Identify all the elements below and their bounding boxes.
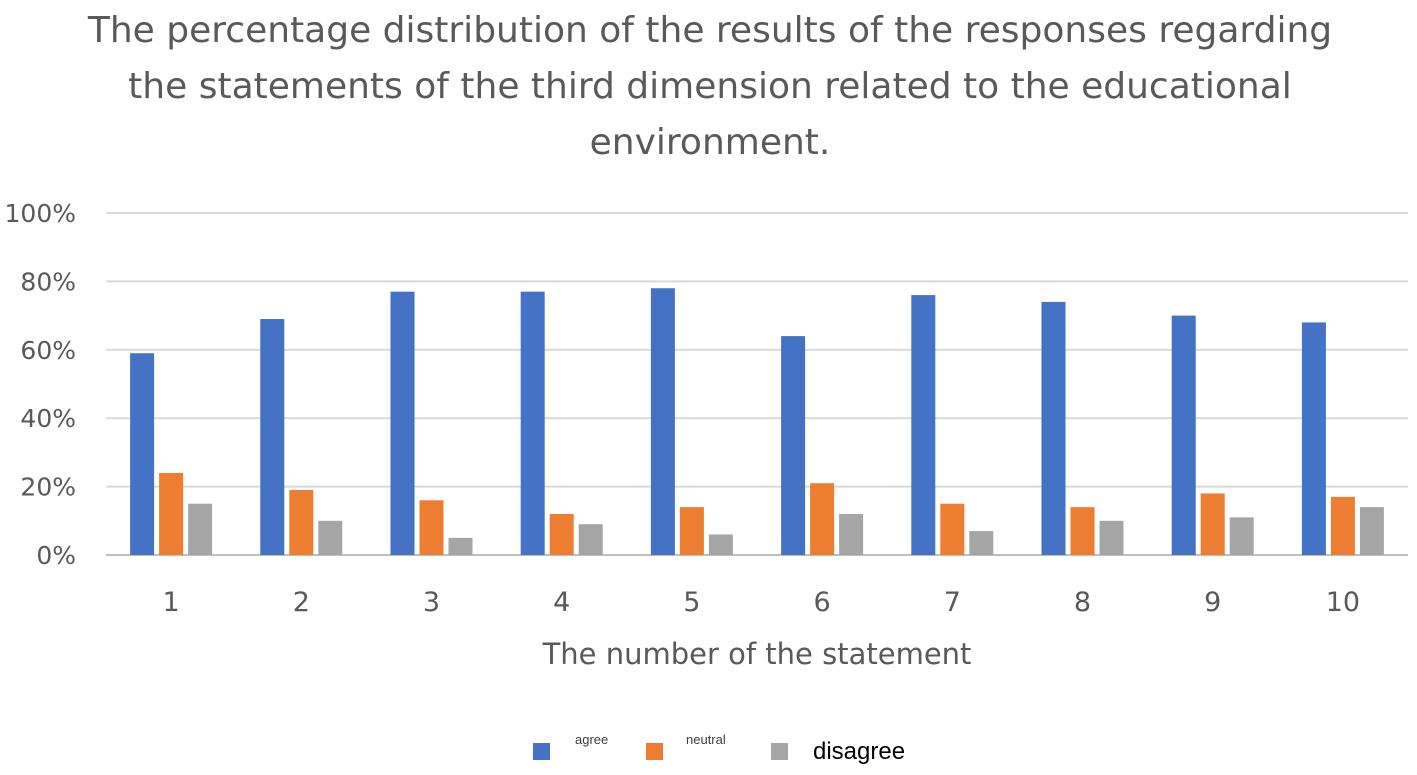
bar-disagree-10 [1359, 507, 1384, 555]
bar-agree-1 [130, 353, 155, 555]
bar-disagree-2 [318, 520, 343, 555]
bar-agree-4 [520, 291, 545, 555]
x-tick-label: 9 [1204, 587, 1221, 618]
x-tick-label: 5 [683, 587, 700, 618]
x-tick-label: 4 [553, 587, 570, 618]
legend-swatch-disagree [771, 743, 788, 760]
y-tick-label: 80% [20, 267, 76, 296]
legend-label-neutral: neutral [686, 732, 726, 747]
bar-agree-10 [1301, 322, 1326, 555]
bar-neutral-5 [679, 507, 704, 555]
x-tick-label: 7 [944, 587, 961, 618]
bar-agree-5 [650, 288, 675, 555]
legend-label-agree: agree [575, 732, 608, 747]
bar-agree-9 [1171, 315, 1196, 555]
bar-neutral-6 [810, 483, 835, 555]
bar-neutral-2 [289, 490, 314, 555]
bar-neutral-9 [1200, 493, 1225, 555]
legend-label-disagree: disagree [813, 738, 905, 765]
x-axis-title: The number of the statement [542, 637, 972, 671]
bar-agree-8 [1041, 301, 1066, 555]
x-tick-label: 10 [1326, 587, 1360, 618]
bars [130, 288, 1384, 555]
bar-neutral-10 [1330, 496, 1355, 555]
chart-title-line-3: environment. [590, 122, 831, 163]
y-tick-label: 100% [5, 199, 76, 228]
bar-neutral-8 [1070, 507, 1095, 555]
bar-disagree-8 [1099, 520, 1124, 555]
x-tick-label: 2 [293, 587, 310, 618]
bar-neutral-3 [419, 500, 444, 555]
bar-agree-3 [390, 291, 415, 555]
bar-disagree-1 [188, 503, 213, 555]
x-tick-label: 1 [163, 587, 180, 618]
y-tick-label: 0% [36, 541, 76, 570]
y-axis-ticks: 0% 20% 40% 60% 80% 100% [5, 199, 76, 570]
bar-disagree-4 [578, 524, 603, 555]
x-axis-ticks: 1 2 3 4 5 6 7 8 9 10 [163, 587, 1361, 618]
legend: agree neutral disagree [533, 732, 905, 765]
legend-swatch-agree [533, 743, 550, 760]
bar-disagree-3 [448, 537, 473, 555]
y-tick-label: 40% [20, 404, 76, 433]
bar-agree-2 [260, 319, 285, 555]
legend-swatch-neutral [646, 743, 663, 760]
x-tick-label: 3 [423, 587, 440, 618]
bar-disagree-9 [1229, 517, 1254, 555]
bar-neutral-4 [549, 513, 574, 555]
bar-disagree-5 [708, 534, 733, 555]
bar-disagree-7 [969, 531, 994, 555]
y-tick-label: 20% [20, 473, 76, 502]
bar-agree-6 [781, 336, 806, 555]
chart-title-line-2: the statements of the third dimension re… [128, 66, 1292, 107]
bar-agree-7 [911, 295, 936, 555]
x-tick-label: 8 [1074, 587, 1091, 618]
x-tick-label: 6 [814, 587, 831, 618]
bar-neutral-7 [940, 503, 965, 555]
chart-title-line-1: The percentage distribution of the resul… [87, 10, 1332, 51]
y-tick-label: 60% [20, 336, 76, 365]
bar-disagree-6 [839, 513, 864, 555]
bar-neutral-1 [159, 472, 184, 555]
